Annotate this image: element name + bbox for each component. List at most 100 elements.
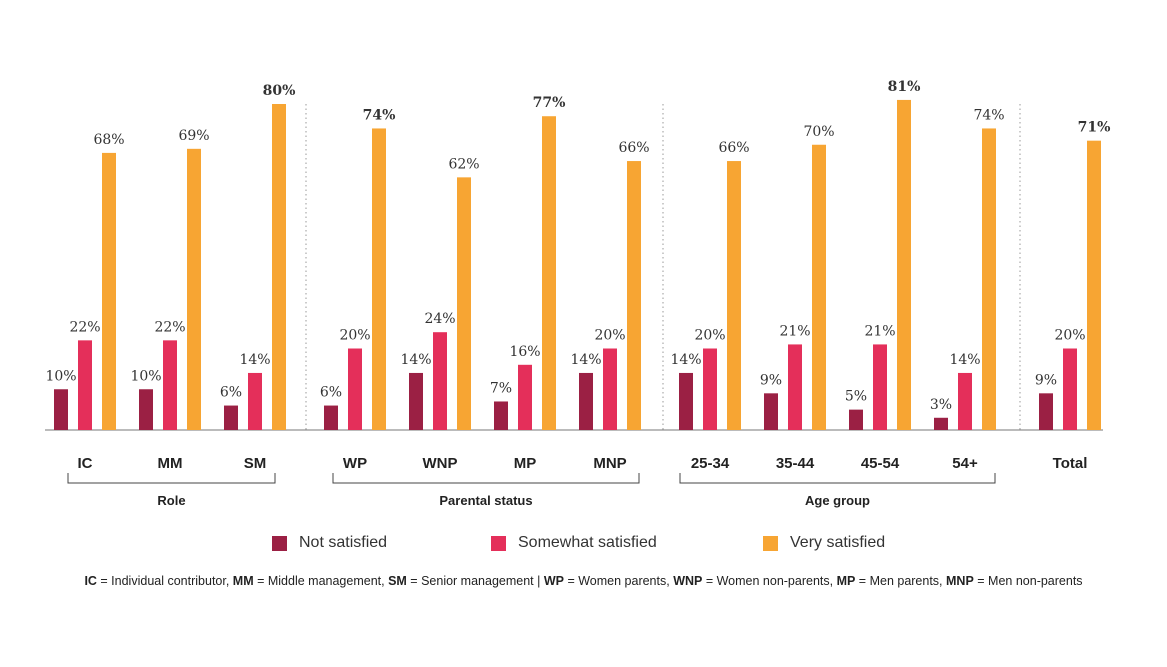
group-bracket	[332, 473, 640, 484]
data-label: 21%	[779, 323, 810, 339]
bar-not-satisfied	[324, 405, 338, 430]
chart-legend: Not satisfied Somewhat satisfied Very sa…	[0, 534, 1167, 556]
group-label: Parental status	[439, 493, 532, 508]
bar-very-satisfied	[1087, 140, 1101, 431]
data-label: 71%	[1078, 120, 1111, 136]
data-label: 21%	[864, 323, 895, 339]
data-label: 14%	[670, 352, 701, 368]
data-label: 74%	[363, 107, 396, 123]
bar-not-satisfied	[54, 389, 68, 430]
data-label: 14%	[239, 352, 270, 368]
category-label: SM	[244, 455, 267, 472]
bar-not-satisfied	[224, 405, 238, 430]
data-label: 7%	[490, 380, 512, 396]
footnote-abbr: WNP	[673, 574, 703, 588]
legend-item-somewhat-satisfied: Somewhat satisfied	[491, 534, 657, 552]
bar-somewhat-satisfied	[348, 348, 362, 430]
bar-very-satisfied	[457, 177, 471, 430]
data-label: 5%	[845, 389, 867, 405]
footnote-text: = Middle management,	[253, 574, 389, 588]
footnote-abbr: MNP	[946, 574, 974, 588]
footnote-text: = Individual contributor,	[96, 574, 233, 588]
footnote-abbr: SM	[388, 574, 407, 588]
bar-very-satisfied	[727, 161, 741, 431]
group-bracket	[67, 473, 276, 484]
category-label: 35-44	[776, 455, 815, 472]
bar-somewhat-satisfied	[518, 364, 532, 430]
footnote-abbr: IC	[84, 574, 97, 588]
footnote-text: = Women non-parents,	[702, 574, 837, 588]
group-label: Age group	[805, 493, 870, 508]
data-label: 81%	[888, 79, 921, 95]
data-label: 14%	[949, 352, 980, 368]
category-label: MNP	[593, 455, 626, 472]
data-label: 9%	[1035, 372, 1057, 388]
data-label: 77%	[533, 95, 566, 111]
bar-not-satisfied	[579, 372, 593, 430]
bar-somewhat-satisfied	[433, 332, 447, 430]
bar-somewhat-satisfied	[873, 344, 887, 430]
data-label: 68%	[93, 132, 124, 148]
footnote-abbr: MP	[836, 574, 856, 588]
category-label: Total	[1053, 455, 1088, 472]
legend-label: Not satisfied	[299, 534, 388, 551]
bar-somewhat-satisfied	[788, 344, 802, 430]
bar-somewhat-satisfied	[78, 340, 92, 430]
bar-somewhat-satisfied	[603, 348, 617, 430]
data-label: 20%	[339, 328, 370, 344]
group-label: Role	[157, 493, 185, 508]
category-label: 45-54	[861, 455, 900, 472]
data-label: 6%	[220, 385, 242, 401]
bar-very-satisfied	[627, 161, 641, 431]
bar-not-satisfied	[494, 401, 508, 430]
footnote-text: = Men non-parents	[973, 574, 1083, 588]
bar-very-satisfied	[372, 128, 386, 430]
legend-swatch-not-satisfied	[272, 535, 287, 551]
data-label: 10%	[45, 368, 76, 384]
satisfaction-bar-chart: 10% 22% 68% IC 10% 22% 69% MM 6% 14% 80% SM Role 6% 20…	[45, 79, 1111, 508]
footnote-text: = Men parents,	[855, 574, 947, 588]
abbreviation-footnote: IC = Individual contributor, MM = Middle…	[0, 574, 1167, 588]
data-label: 20%	[694, 328, 725, 344]
bar-not-satisfied	[679, 372, 693, 430]
data-label: 14%	[570, 352, 601, 368]
legend-item-not-satisfied: Not satisfied	[272, 534, 387, 552]
category-label: WP	[343, 455, 367, 472]
legend-swatch-somewhat-satisfied	[491, 535, 506, 551]
bar-somewhat-satisfied	[958, 372, 972, 430]
data-label: 20%	[1054, 328, 1085, 344]
data-label: 74%	[973, 107, 1004, 123]
bar-not-satisfied	[849, 409, 863, 430]
data-label: 20%	[594, 328, 625, 344]
bar-very-satisfied	[542, 116, 556, 430]
category-label: 54+	[952, 455, 978, 472]
bar-not-satisfied	[934, 417, 948, 430]
bar-somewhat-satisfied	[163, 340, 177, 430]
bar-very-satisfied	[102, 152, 116, 430]
footnote-text: = Senior management |	[406, 574, 544, 588]
data-label: 6%	[320, 385, 342, 401]
data-label: 62%	[448, 156, 479, 172]
data-label: 9%	[760, 372, 782, 388]
category-label: MP	[514, 455, 537, 472]
bar-very-satisfied	[187, 148, 201, 430]
category-label: 25-34	[691, 455, 730, 472]
legend-item-very-satisfied: Very satisfied	[763, 534, 885, 552]
bar-not-satisfied	[409, 372, 423, 430]
data-label: 24%	[424, 311, 455, 327]
footnote-abbr: WP	[543, 574, 564, 588]
bar-not-satisfied	[139, 389, 153, 430]
data-label: 22%	[154, 319, 185, 335]
data-label: 80%	[263, 83, 296, 99]
data-label: 16%	[509, 344, 540, 360]
bar-not-satisfied	[1039, 393, 1053, 430]
bar-somewhat-satisfied	[703, 348, 717, 430]
data-label: 69%	[178, 128, 209, 144]
footnote-text: = Women parents,	[563, 574, 674, 588]
footnote-abbr: MM	[232, 574, 254, 588]
legend-swatch-very-satisfied	[763, 535, 778, 551]
category-label: WNP	[423, 455, 458, 472]
data-label: 3%	[930, 397, 952, 413]
data-label: 66%	[718, 140, 749, 156]
data-label: 10%	[130, 368, 161, 384]
